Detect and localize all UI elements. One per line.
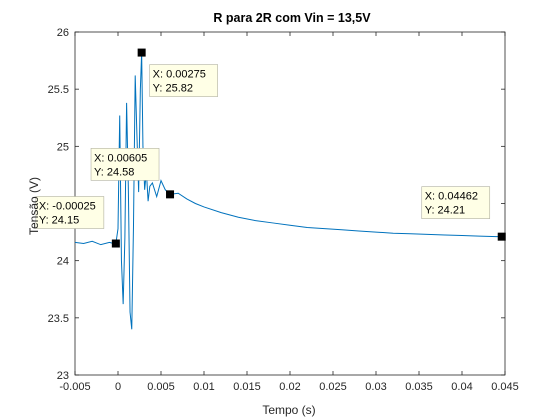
datatip-marker [112,240,120,248]
x-tick-label: 0.01 [193,381,214,393]
y-tick-label: 26 [57,27,69,39]
y-tick-label: 25 [57,141,69,153]
x-tick-label: 0.02 [279,381,300,393]
y-tick-label: 24 [57,256,69,268]
x-tick-label: 0.045 [491,381,519,393]
datatip-y-label: Y: 25.82 [153,83,193,95]
datatip-x-label: X: 0.00605 [94,152,147,164]
datatip-y-label: Y: 24.58 [94,166,134,178]
plot-area: -0.005 0 0.005 0.01 0.015 0.02 0.025 0.03 0.035 0… [36,27,519,393]
x-tick-label: 0.015 [233,381,261,393]
x-tick-label: 0.03 [365,381,386,393]
y-tick-label: 23 [57,370,69,382]
x-tick-label: 0.025 [319,381,347,393]
datatip-marker [498,233,506,241]
datatip-y-label: Y: 24.21 [425,205,465,217]
y-tick-label: 23.5 [48,313,69,325]
x-tick-label: 0.035 [405,381,433,393]
datatip-x-label: X: -0.00025 [39,201,96,213]
x-axis-label: Tempo (s) [262,403,315,417]
x-tick-label: 0 [115,381,121,393]
y-tick-label: 25.5 [48,84,69,96]
x-tick-label: 0.04 [451,381,472,393]
y-axis-label: Tensão (V) [27,177,41,235]
x-tick-label: -0.005 [59,381,90,393]
datatip-marker [138,49,146,57]
datatip-x-label: X: 0.04462 [425,191,478,203]
datatip-x-label: X: 0.00275 [153,69,206,81]
x-tick-label: 0.005 [147,381,175,393]
datatip-marker [166,190,174,198]
datatip-y-label: Y: 24.15 [39,215,79,227]
chart-title: R para 2R com Vin = 13,5V [213,11,371,25]
